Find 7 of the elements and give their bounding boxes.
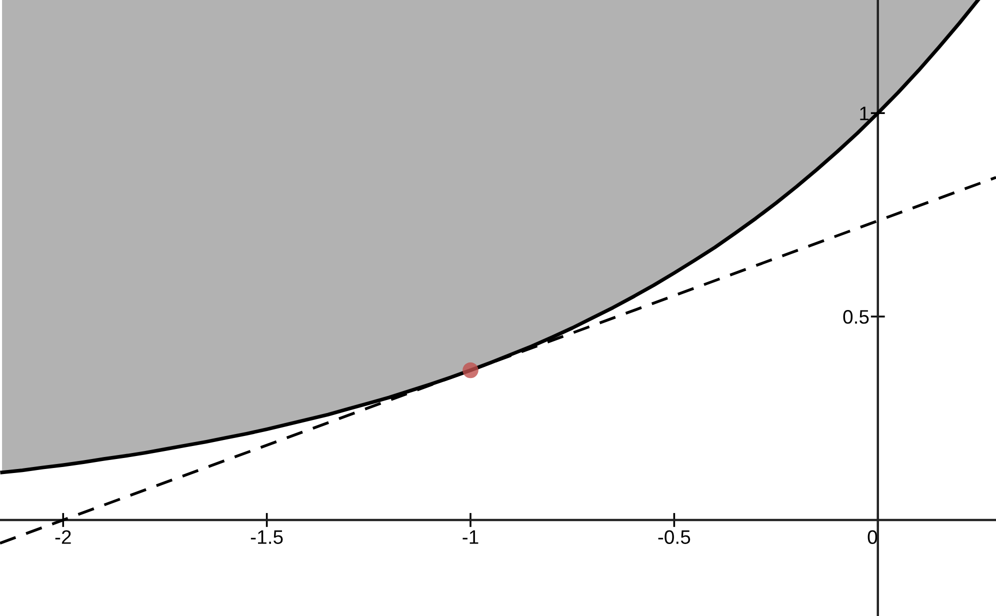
x-tick-label: -0.5: [658, 530, 690, 544]
x-tick-label: -1: [462, 530, 478, 544]
x-tick-label: -2: [55, 530, 71, 544]
y-tick-label: 0.5: [843, 310, 869, 324]
x-tick-label: -1.5: [250, 530, 283, 544]
x-tick-label: 0: [868, 530, 878, 544]
y-tick-label: 1: [860, 106, 869, 120]
